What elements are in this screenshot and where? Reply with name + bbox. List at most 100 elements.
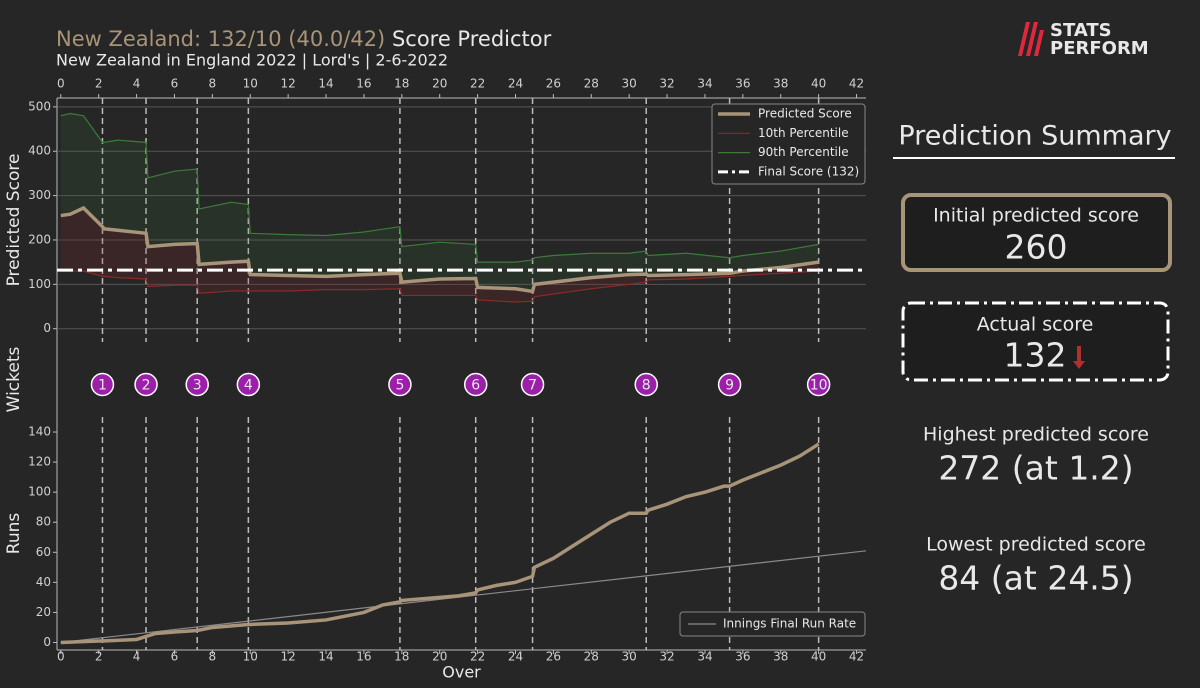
legend-label: Predicted Score (758, 107, 852, 121)
x-tick-label: 30 (622, 650, 637, 664)
x-tick-label: 16 (356, 77, 371, 91)
summary-title: Prediction Summary (898, 121, 1171, 152)
x-tick-label: 24 (508, 77, 523, 91)
x-tick-label: 6 (171, 650, 179, 664)
x-tick-label: 14 (318, 650, 333, 664)
x-tick-label: 22 (470, 77, 485, 91)
wicket-label: 4 (244, 378, 253, 394)
x-tick-label: 24 (508, 650, 523, 664)
wicket-label: 10 (810, 378, 828, 394)
wicket-marker (634, 372, 658, 397)
y-axis-label: Runs (4, 513, 24, 555)
wicket-label: 3 (193, 378, 202, 394)
series-line (60, 270, 819, 303)
logo-text: STATS (1050, 20, 1112, 41)
y-tick-label: 100 (28, 277, 51, 291)
x-tick-label: 34 (697, 77, 712, 91)
x-tick-label: 40 (811, 650, 826, 664)
wicket-marker (806, 372, 831, 397)
legend-label: 10th Percentile (758, 126, 849, 140)
x-tick-label: 34 (697, 650, 712, 664)
x-tick-label: 30 (622, 77, 637, 91)
wicket-label: 7 (528, 378, 537, 394)
legend-label: Final Score (132) (758, 164, 859, 178)
x-tick-label: 6 (171, 77, 179, 91)
x-tick-label: 0 (57, 77, 65, 91)
x-tick-label: 16 (356, 650, 371, 664)
wicket-marker (520, 372, 545, 397)
y-tick-label: 400 (28, 144, 51, 158)
summary-label: Highest predicted score (923, 424, 1149, 446)
series-line (60, 112, 819, 263)
y-tick-label: 100 (28, 485, 51, 499)
x-tick-label: 28 (584, 650, 599, 664)
y-axis-label: Wickets (4, 346, 24, 412)
y-tick-label: 120 (28, 455, 51, 469)
x-tick-label: 0 (57, 650, 65, 664)
wicket-label: 5 (395, 378, 404, 394)
y-tick-label: 0 (43, 321, 51, 335)
down-arrow (1073, 346, 1085, 369)
x-tick-label: 2 (95, 77, 103, 91)
y-tick-label: 200 (28, 232, 51, 246)
x-tick-label: 42 (849, 650, 864, 664)
x-tick-label: 4 (133, 77, 141, 91)
wicket-marker (134, 372, 158, 397)
y-tick-label: 300 (28, 188, 51, 202)
y-tick-label: 500 (28, 99, 51, 113)
y-tick-label: 60 (36, 545, 51, 559)
x-tick-label: 20 (432, 650, 447, 664)
x-tick-label: 2 (95, 650, 103, 664)
summary-box (901, 193, 1172, 272)
series-line (60, 205, 819, 294)
logo-text: PERFORM (1050, 38, 1149, 59)
summary-label: Actual score (977, 314, 1094, 336)
y-tick-label: 80 (36, 515, 51, 529)
y-tick-label: 20 (36, 605, 51, 619)
x-tick-label: 20 (432, 77, 447, 91)
y-axis-label: Predicted Score (4, 154, 24, 287)
x-tick-label: 18 (394, 77, 409, 91)
summary-label: Lowest predicted score (926, 534, 1146, 556)
subtitle: New Zealand in England 2022 | Lord's | 2… (56, 51, 448, 70)
x-tick-label: 32 (659, 650, 674, 664)
x-tick-label: 22 (470, 650, 485, 664)
y-tick-label: 140 (28, 425, 51, 439)
wicket-label: 1 (98, 378, 107, 394)
legend-box (679, 611, 866, 637)
wicket-marker (90, 372, 115, 397)
x-tick-label: 42 (849, 77, 864, 91)
x-tick-label: 10 (243, 650, 258, 664)
x-axis-label: Over (442, 663, 481, 682)
y-tick-label: 40 (36, 575, 51, 589)
x-tick-label: 14 (318, 77, 333, 91)
x-tick-label: 8 (209, 77, 217, 91)
wicket-label: 9 (725, 378, 734, 394)
x-tick-label: 36 (735, 650, 750, 664)
x-tick-label: 18 (394, 650, 409, 664)
x-tick-label: 12 (281, 77, 296, 91)
x-tick-label: 36 (735, 77, 750, 91)
summary-value: 84 (at 24.5) (938, 559, 1133, 598)
wicket-marker (388, 372, 412, 397)
x-tick-label: 38 (773, 650, 788, 664)
legend-label: Innings Final Run Rate (723, 617, 856, 631)
title-team: New Zealand: 132/10 (40.0/42) (56, 27, 385, 51)
x-tick-label: 38 (773, 77, 788, 91)
title-text: Score Predictor (392, 27, 552, 51)
chart-title: New Zealand: 132/10 (40.0/42) Score Pred… (56, 27, 552, 51)
logo: STATS PERFORM (1018, 20, 1149, 59)
legend-box (711, 103, 866, 185)
wicket-marker (236, 372, 261, 397)
wicket-label: 2 (142, 378, 151, 394)
summary-value: 260 (1005, 228, 1068, 267)
summary-value: 272 (at 1.2) (938, 449, 1133, 488)
wicket-marker (185, 372, 209, 397)
x-tick-label: 26 (546, 650, 561, 664)
wicket-marker (463, 372, 488, 397)
x-tick-label: 4 (133, 650, 141, 664)
x-tick-label: 28 (584, 77, 599, 91)
series-line (60, 442, 820, 645)
x-tick-label: 32 (659, 77, 674, 91)
